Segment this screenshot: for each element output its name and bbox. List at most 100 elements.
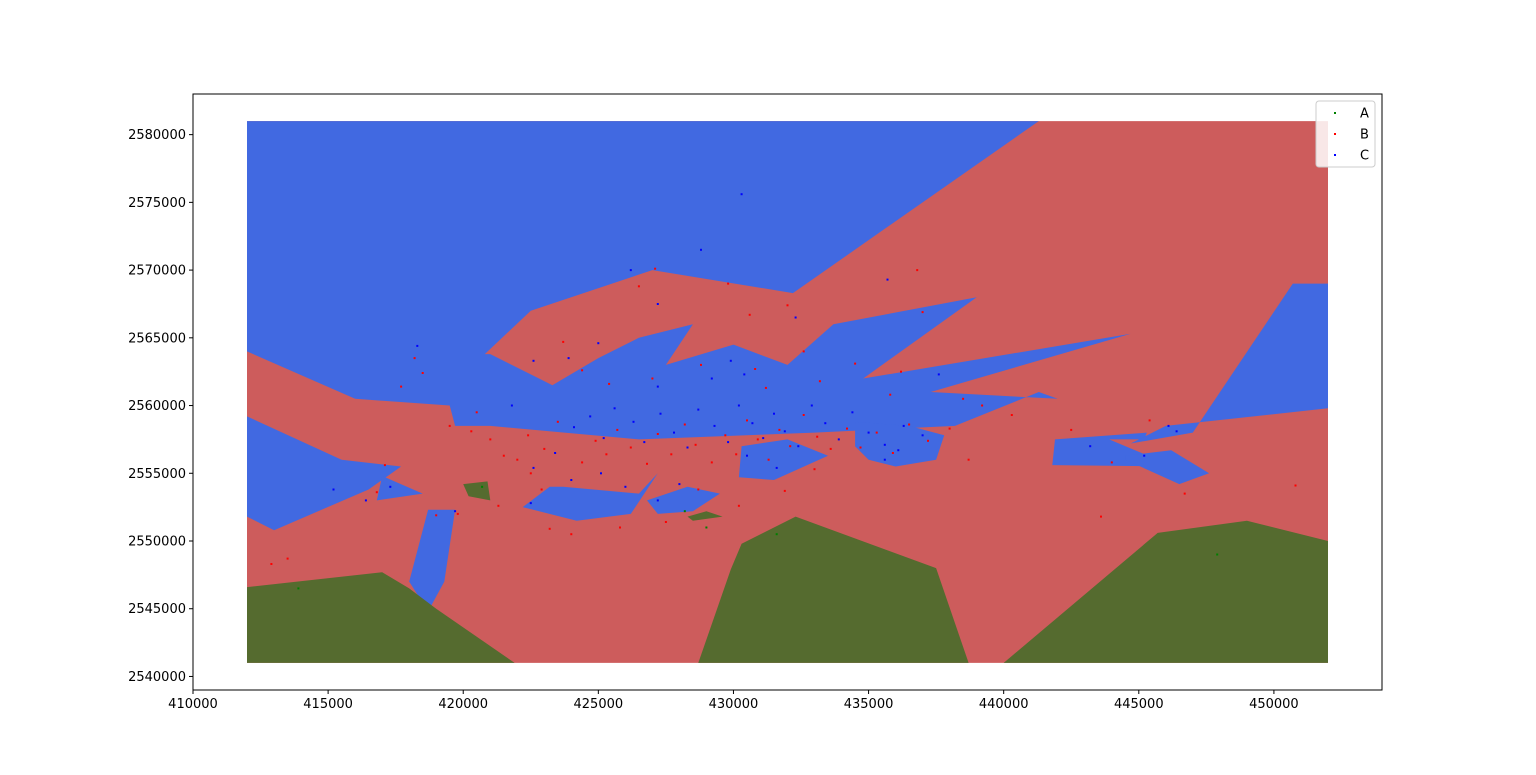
point-b-4 xyxy=(421,372,424,374)
point-c-37 xyxy=(883,443,886,446)
region-c-2 xyxy=(247,416,402,531)
point-c-58 xyxy=(1089,445,1092,448)
point-b-49 xyxy=(710,461,713,464)
point-c-45 xyxy=(678,483,681,486)
region-c-10 xyxy=(1130,283,1328,444)
y-tick-label-1: 2545000 xyxy=(128,602,186,617)
point-c-2 xyxy=(629,269,632,272)
point-b-85 xyxy=(540,488,543,491)
point-b-3 xyxy=(413,357,416,360)
point-c-23 xyxy=(697,408,700,411)
point-c-43 xyxy=(529,502,532,505)
point-c-47 xyxy=(746,454,748,457)
point-b-84 xyxy=(497,504,500,507)
point-c-60 xyxy=(1167,424,1170,427)
point-c-28 xyxy=(762,437,765,440)
point-b-32 xyxy=(435,514,438,517)
point-c-21 xyxy=(673,431,675,434)
point-c-59 xyxy=(1143,454,1146,457)
point-c-5 xyxy=(886,278,889,281)
point-b-53 xyxy=(756,438,759,441)
point-c-26 xyxy=(737,404,740,407)
point-b-72 xyxy=(608,382,611,385)
point-c-30 xyxy=(783,430,786,433)
point-c-0 xyxy=(740,193,743,196)
legend-box xyxy=(1315,100,1376,168)
point-c-20 xyxy=(659,412,662,415)
point-b-14 xyxy=(654,267,657,270)
point-b-40 xyxy=(594,439,597,442)
point-c-10 xyxy=(389,485,392,488)
point-c-14 xyxy=(573,426,575,429)
point-b-1 xyxy=(286,557,289,560)
point-b-28 xyxy=(1183,492,1186,495)
x-tick-label-8: 450000 xyxy=(1249,697,1299,712)
point-c-3 xyxy=(656,303,659,305)
point-b-19 xyxy=(916,269,919,272)
point-b-6 xyxy=(475,411,478,414)
point-c-15 xyxy=(589,415,592,418)
point-b-13 xyxy=(637,285,640,288)
point-b-31 xyxy=(375,491,378,494)
point-b-33 xyxy=(456,512,459,515)
point-b-26 xyxy=(1110,461,1113,464)
point-b-78 xyxy=(900,370,902,373)
point-c-25 xyxy=(727,441,730,444)
region-a-15 xyxy=(463,481,491,501)
region-c-6 xyxy=(647,486,720,514)
point-c-57 xyxy=(897,449,900,452)
point-b-55 xyxy=(778,428,781,431)
point-b-11 xyxy=(570,533,573,536)
x-axis: 410000 415000 420000 425000 430000 435000 4400… xyxy=(168,690,1299,712)
y-tick-label-2: 2550000 xyxy=(128,535,186,550)
point-b-41 xyxy=(605,453,608,456)
y-axis: 2540000 2545000 2550000 2555000 2560000 25650… xyxy=(128,128,193,685)
point-b-51 xyxy=(735,453,738,456)
point-c-27 xyxy=(751,422,754,425)
point-c-11 xyxy=(454,510,457,513)
point-b-73 xyxy=(581,369,584,372)
point-b-10 xyxy=(548,527,551,530)
point-b-0 xyxy=(270,563,273,565)
point-b-38 xyxy=(556,420,559,423)
point-c-33 xyxy=(824,422,827,425)
decision-regions xyxy=(247,121,1328,663)
point-b-66 xyxy=(948,427,951,430)
point-c-39 xyxy=(921,434,924,437)
point-c-55 xyxy=(510,404,513,407)
x-tick-label-6: 440000 xyxy=(979,697,1029,712)
point-b-50 xyxy=(724,434,727,437)
y-tick-label-0: 2540000 xyxy=(128,670,186,685)
region-c-1 xyxy=(247,121,1131,440)
point-b-15 xyxy=(727,282,730,285)
point-c-16 xyxy=(602,437,605,440)
region-c-7 xyxy=(738,439,828,480)
point-b-18 xyxy=(854,362,857,365)
y-tick-label-4: 2560000 xyxy=(128,399,186,414)
point-b-45 xyxy=(656,433,659,435)
point-b-7 xyxy=(489,438,492,441)
point-c-7 xyxy=(416,344,419,347)
point-c-35 xyxy=(851,411,854,414)
legend-marker-a xyxy=(1334,112,1336,114)
point-c-19 xyxy=(643,441,646,444)
point-b-37 xyxy=(543,447,546,450)
point-c-18 xyxy=(632,420,635,423)
legend-label-b: B xyxy=(1360,128,1369,143)
point-b-60 xyxy=(846,427,848,430)
point-c-29 xyxy=(773,412,775,415)
x-tick-label-1: 415000 xyxy=(303,697,353,712)
point-c-50 xyxy=(729,359,732,362)
region-a-14 xyxy=(1003,520,1328,663)
x-tick-label-4: 430000 xyxy=(709,697,759,712)
region-a-12 xyxy=(247,572,515,663)
point-b-34 xyxy=(470,430,473,433)
point-b-42 xyxy=(616,428,619,431)
x-tick-label-3: 425000 xyxy=(574,697,624,712)
point-c-61 xyxy=(1175,430,1178,433)
point-b-36 xyxy=(527,434,530,437)
region-c-3 xyxy=(376,476,423,501)
point-c-8 xyxy=(332,488,335,491)
point-b-54 xyxy=(767,458,770,461)
point-c-34 xyxy=(837,438,840,441)
